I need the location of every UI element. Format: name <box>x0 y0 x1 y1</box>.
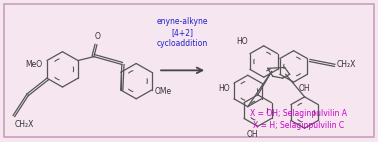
Text: O: O <box>95 32 101 41</box>
Text: CH₂X: CH₂X <box>15 120 34 129</box>
Text: X = OH; Selaginpulvilin A: X = OH; Selaginpulvilin A <box>250 109 347 118</box>
Text: OH: OH <box>247 130 259 139</box>
Text: MeO: MeO <box>25 60 43 69</box>
Text: [4+2]: [4+2] <box>172 28 194 37</box>
Text: CH₂X: CH₂X <box>336 60 356 69</box>
Text: OH: OH <box>299 84 310 93</box>
Text: X = H; Selaginpulvilin C: X = H; Selaginpulvilin C <box>253 121 344 130</box>
Text: HO: HO <box>218 83 230 92</box>
Text: enyne-alkyne: enyne-alkyne <box>157 17 208 26</box>
Text: OMe: OMe <box>155 87 172 96</box>
Text: HO: HO <box>236 37 248 46</box>
Text: cycloaddition: cycloaddition <box>157 39 208 48</box>
